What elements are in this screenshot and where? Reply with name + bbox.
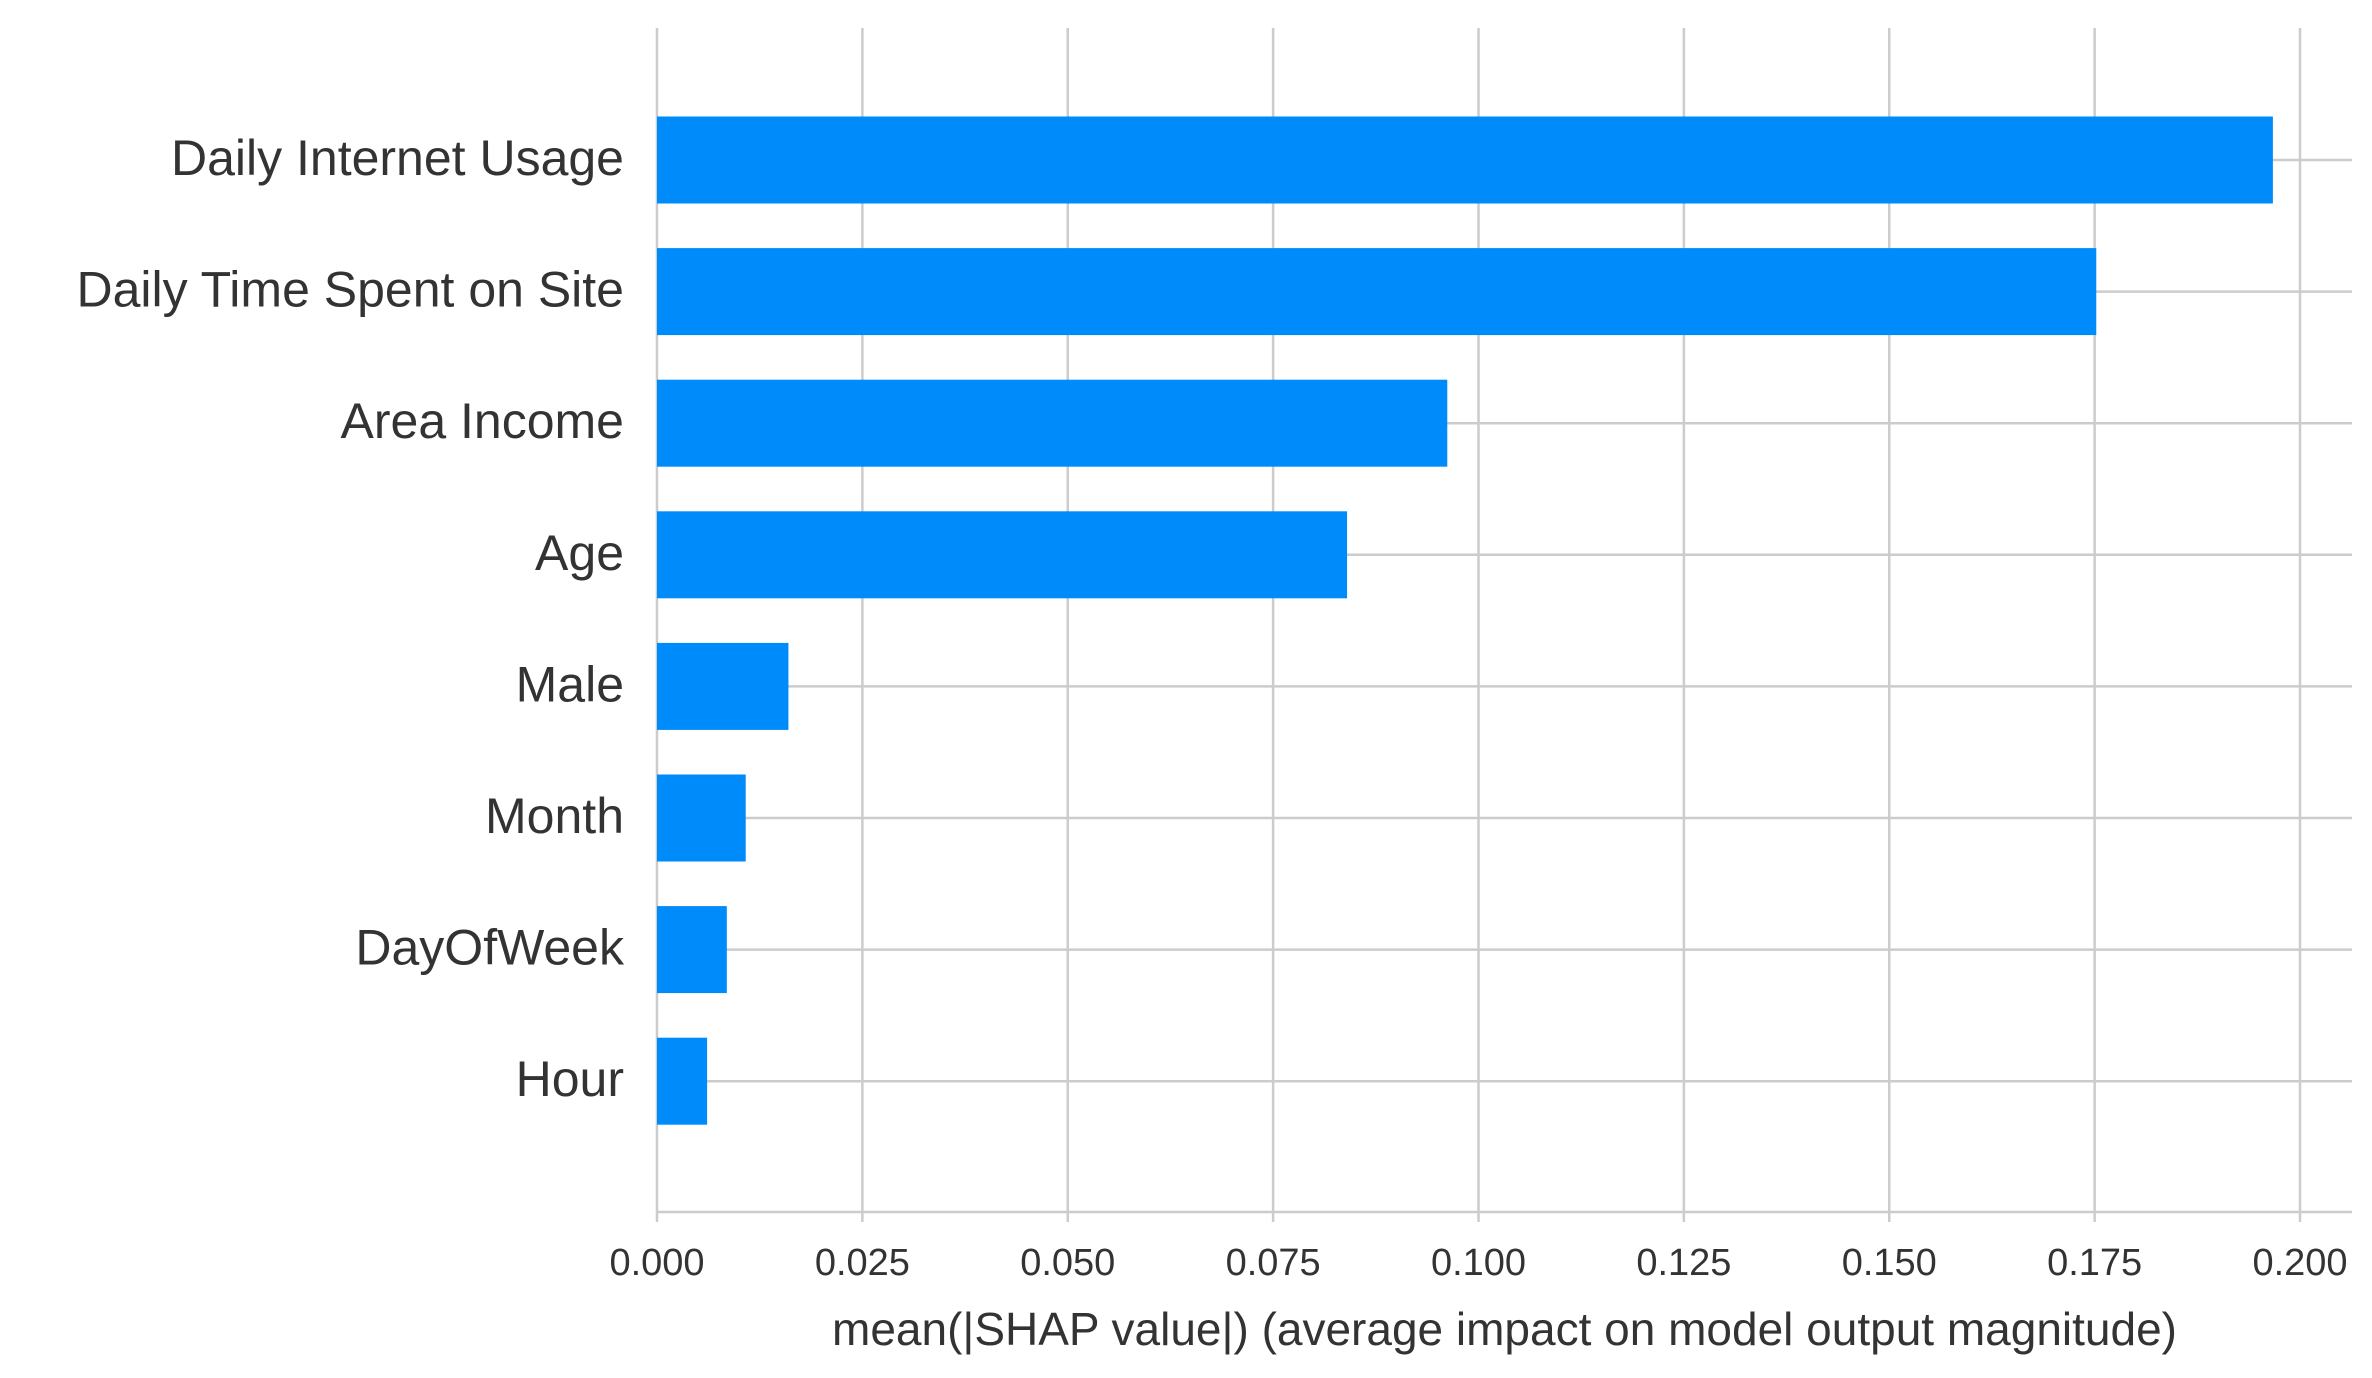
bar xyxy=(657,906,727,994)
x-tick-label: 0.075 xyxy=(1226,1242,1321,1284)
category-label: Hour xyxy=(516,1051,624,1107)
x-tick-label: 0.100 xyxy=(1431,1242,1526,1284)
bar xyxy=(657,642,789,730)
x-tick-label: 0.175 xyxy=(2047,1242,2142,1284)
x-tick-label: 0.125 xyxy=(1636,1242,1731,1284)
bar xyxy=(657,1037,708,1125)
grid-lines xyxy=(655,28,2352,1212)
category-label: Daily Time Spent on Site xyxy=(77,262,625,318)
x-tick-label: 0.150 xyxy=(1842,1242,1937,1284)
category-labels: Daily Internet Usage Daily Time Spent on … xyxy=(77,130,625,1107)
bar xyxy=(657,248,2097,336)
bar xyxy=(657,379,1448,467)
category-label: Age xyxy=(535,525,624,581)
bar xyxy=(657,774,746,862)
x-axis-title: mean(|SHAP value|) (average impact on mo… xyxy=(832,1303,2177,1355)
x-tick-label: 0.000 xyxy=(609,1242,704,1284)
bars xyxy=(657,116,2273,1125)
category-label: Month xyxy=(485,788,624,844)
category-label: Area Income xyxy=(341,393,624,449)
category-label: Male xyxy=(516,656,624,712)
x-tick-label: 0.050 xyxy=(1020,1242,1115,1284)
bar xyxy=(657,511,1348,599)
bar xyxy=(657,116,2273,204)
x-tick-label: 0.025 xyxy=(815,1242,910,1284)
category-label: DayOfWeek xyxy=(355,920,625,976)
x-tick-labels: 0.000 0.025 0.050 0.075 0.100 0.125 0.150 0.175… xyxy=(609,1212,2348,1284)
x-tick-label: 0.200 xyxy=(2252,1242,2347,1284)
category-label: Daily Internet Usage xyxy=(171,130,624,186)
